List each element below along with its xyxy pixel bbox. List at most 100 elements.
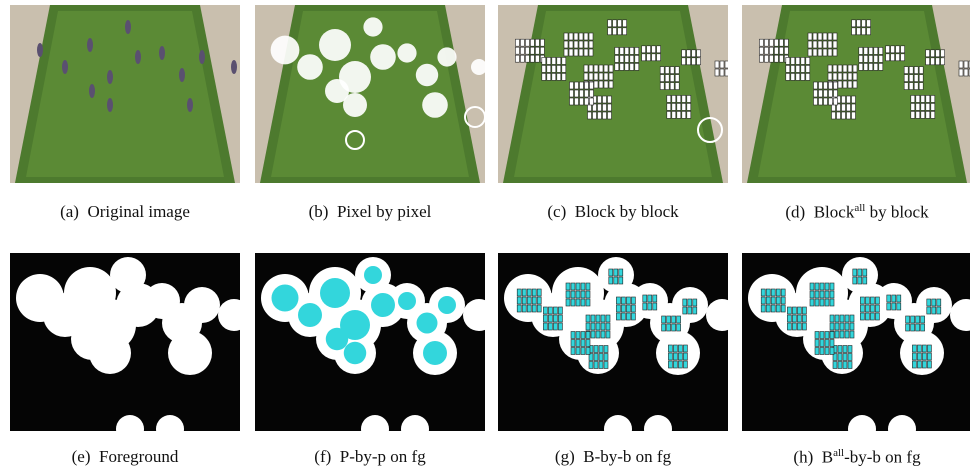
block <box>606 331 610 338</box>
block <box>532 297 536 304</box>
block <box>791 73 795 80</box>
block <box>911 316 915 323</box>
block <box>867 20 871 27</box>
block <box>815 348 819 355</box>
block <box>586 291 590 298</box>
block <box>858 269 862 276</box>
block <box>909 83 913 90</box>
block <box>769 39 773 46</box>
block <box>828 41 832 48</box>
block <box>829 82 833 89</box>
block <box>515 39 519 46</box>
block <box>786 65 790 72</box>
block <box>853 65 857 72</box>
block <box>672 95 676 102</box>
block <box>668 345 672 352</box>
block <box>670 83 674 90</box>
block <box>776 305 780 312</box>
block <box>527 297 531 304</box>
block <box>543 315 547 322</box>
block <box>588 112 592 119</box>
block <box>813 33 817 40</box>
block <box>581 283 585 290</box>
block <box>857 28 861 35</box>
block <box>603 104 607 111</box>
block <box>931 95 935 102</box>
block <box>904 67 908 74</box>
block <box>786 57 790 64</box>
block <box>608 104 612 111</box>
block <box>838 65 842 72</box>
block <box>936 58 940 65</box>
block <box>850 323 854 330</box>
block <box>596 315 600 322</box>
block <box>761 289 765 296</box>
caption-text: Block <box>814 203 855 222</box>
block <box>606 323 610 330</box>
block <box>787 323 791 330</box>
person <box>199 50 205 64</box>
block <box>599 354 603 361</box>
block <box>571 332 575 339</box>
block <box>697 50 701 57</box>
block <box>921 103 925 110</box>
block <box>570 98 574 105</box>
block <box>843 81 847 88</box>
block <box>601 315 605 322</box>
block <box>579 41 583 48</box>
block <box>926 111 930 118</box>
block <box>874 47 878 54</box>
block <box>625 47 629 54</box>
block <box>834 82 838 89</box>
caption-text: (a) <box>60 202 79 221</box>
block <box>859 63 863 70</box>
block <box>917 353 921 360</box>
block <box>808 41 812 48</box>
block <box>616 297 620 304</box>
block <box>566 291 570 298</box>
block <box>824 98 828 105</box>
block <box>853 269 857 276</box>
block <box>815 291 819 298</box>
block <box>830 332 834 339</box>
block <box>579 33 583 40</box>
block <box>823 49 827 56</box>
block <box>548 307 552 314</box>
block <box>921 316 925 323</box>
block <box>909 67 913 74</box>
block <box>581 340 585 347</box>
caption-text: (c) <box>547 202 566 221</box>
block <box>824 90 828 97</box>
block <box>901 54 905 61</box>
block <box>833 65 837 72</box>
caption-text: B-by-b on fg <box>583 447 671 466</box>
block <box>586 348 590 355</box>
block <box>668 353 672 360</box>
block <box>527 289 531 296</box>
block <box>891 46 895 53</box>
block <box>530 55 534 62</box>
block <box>608 112 612 119</box>
block <box>594 346 598 353</box>
detection <box>417 313 438 334</box>
block <box>692 50 696 57</box>
block <box>615 47 619 54</box>
block <box>548 315 552 322</box>
block <box>848 73 852 80</box>
block <box>594 354 598 361</box>
block <box>542 73 546 80</box>
block <box>937 307 941 314</box>
block <box>672 103 676 110</box>
block <box>683 345 687 352</box>
block <box>819 90 823 97</box>
block <box>825 348 829 355</box>
block <box>916 103 920 110</box>
block <box>941 50 945 57</box>
block <box>896 54 900 61</box>
block <box>848 65 852 72</box>
block <box>574 41 578 48</box>
block <box>874 55 878 62</box>
block <box>823 33 827 40</box>
block <box>548 323 552 330</box>
caption-text: P-by-p on fg <box>340 447 426 466</box>
